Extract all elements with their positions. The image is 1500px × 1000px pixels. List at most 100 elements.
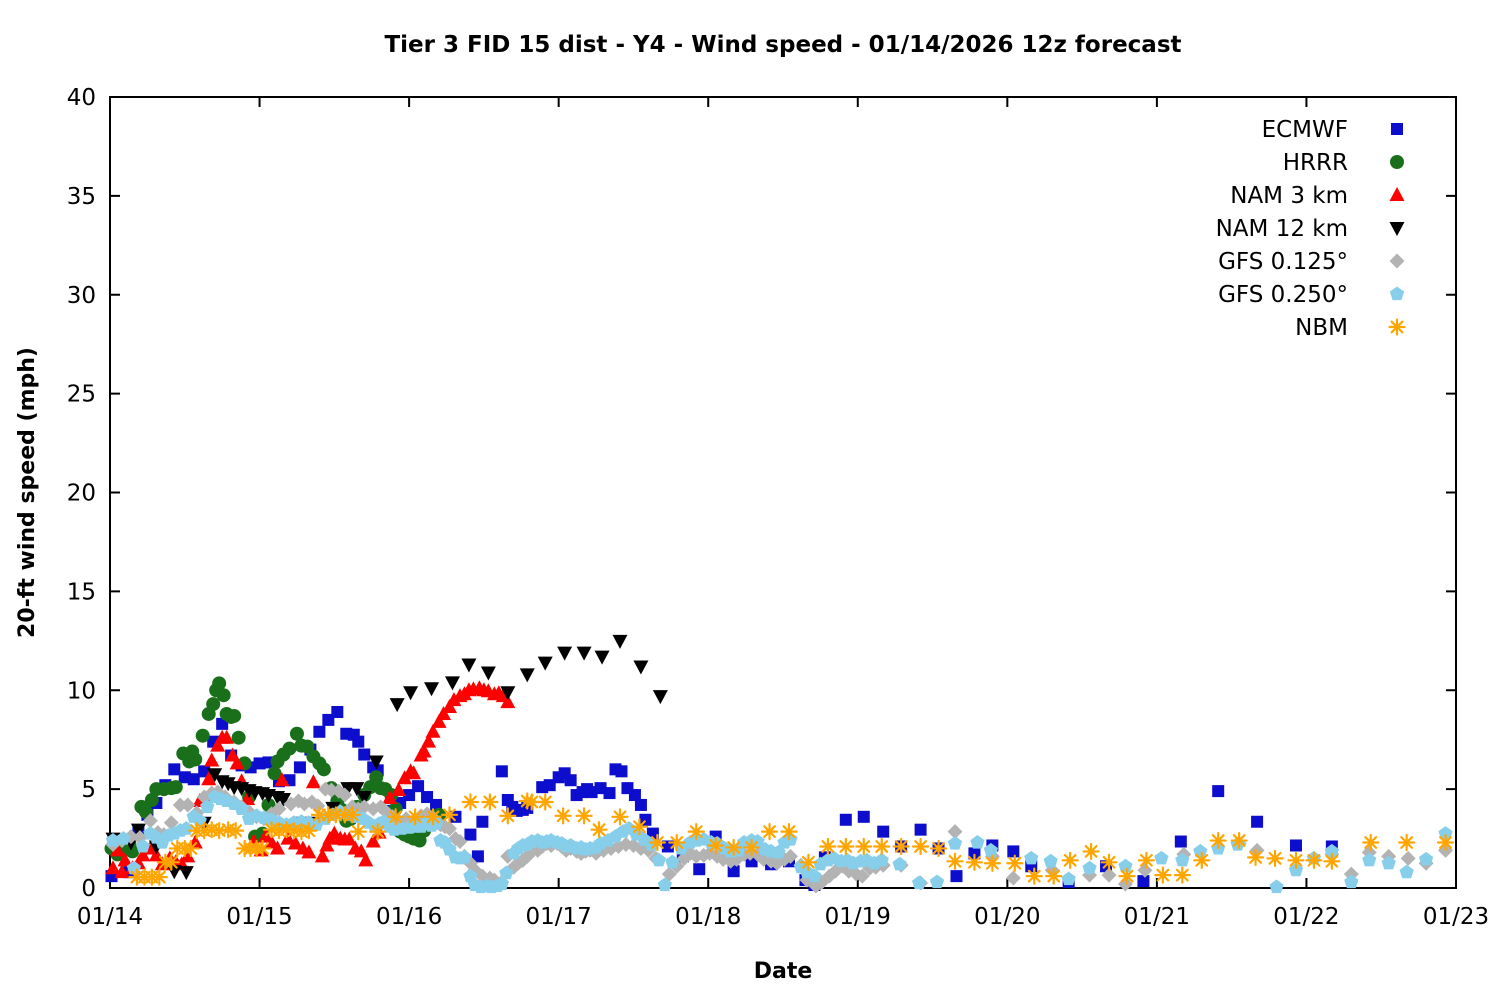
data-point-marker: [220, 777, 236, 792]
data-point-marker: [240, 791, 256, 806]
data-point-marker: [837, 837, 855, 856]
data-point-marker: [316, 762, 331, 777]
data-point-marker: [1362, 852, 1377, 867]
y-axis-label: 20-ft wind speed (mph): [15, 347, 40, 638]
data-point-marker: [557, 646, 573, 661]
data-point-marker: [352, 735, 365, 748]
data-point-marker: [1230, 831, 1248, 850]
data-point-marker: [1251, 815, 1264, 828]
data-point-marker: [144, 793, 159, 808]
data-point-marker: [537, 656, 553, 671]
data-point-marker: [914, 823, 927, 836]
data-point-marker: [661, 866, 677, 882]
data-point-marker: [612, 634, 628, 649]
data-point-marker: [452, 834, 468, 850]
x-tick-label: 01/17: [526, 904, 592, 930]
data-point-marker: [216, 717, 229, 730]
data-point-marker: [536, 793, 554, 811]
data-point-marker: [480, 666, 496, 681]
data-point-marker: [1137, 875, 1150, 888]
legend-item-nam-3-km: NAM 3 km: [1230, 183, 1405, 209]
data-point-marker: [188, 752, 203, 767]
data-point-marker: [499, 865, 514, 880]
data-point-marker: [929, 839, 948, 858]
data-point-marker: [873, 837, 891, 856]
data-point-marker: [494, 876, 509, 891]
data-point-marker: [301, 844, 317, 859]
data-point-marker: [461, 658, 477, 673]
data-point-marker: [187, 773, 200, 786]
data-point-marker: [461, 793, 480, 811]
data-point-marker: [782, 848, 798, 864]
data-point-marker: [178, 866, 194, 881]
data-point-marker: [142, 813, 158, 829]
data-point-marker: [594, 650, 610, 665]
legend-label: HRRR: [1283, 150, 1348, 176]
data-point-marker: [630, 818, 649, 836]
data-point-marker: [950, 870, 963, 883]
data-point-marker: [253, 839, 272, 858]
data-point-marker: [1436, 833, 1455, 852]
data-point-marker: [1193, 851, 1211, 869]
data-point-marker: [807, 868, 822, 883]
data-point-marker: [150, 868, 168, 886]
data-point-marker: [229, 755, 245, 770]
data-point-marker: [1118, 858, 1133, 873]
legend-label: NAM 12 km: [1216, 216, 1348, 242]
data-point-marker: [206, 697, 221, 712]
data-point-marker: [707, 836, 725, 855]
x-tick-label: 01/23: [1423, 904, 1489, 930]
data-point-marker: [983, 842, 999, 857]
data-point-marker: [1082, 842, 1100, 861]
data-point-marker: [965, 853, 984, 871]
data-point-marker: [210, 737, 226, 752]
data-point-marker: [444, 676, 460, 691]
data-point-marker: [219, 729, 235, 744]
data-point-marker: [742, 838, 761, 857]
data-point-marker: [1400, 850, 1416, 866]
data-point-marker: [857, 810, 870, 823]
x-tick-label: 01/22: [1273, 904, 1339, 930]
y-tick-label: 5: [81, 777, 96, 803]
data-point-marker: [327, 806, 345, 824]
data-point-marker: [839, 813, 852, 826]
data-point-marker: [1154, 850, 1169, 865]
data-point-marker: [1174, 835, 1187, 848]
data-point-marker: [476, 815, 489, 828]
data-point-marker: [313, 725, 326, 738]
data-point-marker: [1246, 848, 1265, 866]
data-point-marker: [105, 860, 121, 875]
data-point-marker: [1101, 867, 1117, 883]
data-point-marker: [387, 808, 405, 826]
legend-label: GFS 0.250°: [1218, 282, 1348, 308]
data-point-marker: [412, 780, 425, 793]
data-point-marker: [1389, 286, 1405, 301]
data-point-marker: [421, 733, 437, 748]
data-point-marker: [227, 822, 245, 840]
data-point-marker: [1389, 187, 1405, 201]
data-point-marker: [651, 852, 667, 867]
data-point-marker: [389, 698, 405, 713]
data-point-marker: [130, 823, 146, 838]
data-point-marker: [1006, 854, 1024, 872]
data-point-marker: [799, 853, 818, 871]
data-point-marker: [282, 741, 297, 756]
data-point-marker: [1209, 831, 1227, 850]
data-point-marker: [877, 825, 890, 838]
data-point-marker: [665, 854, 680, 869]
data-point-marker: [576, 646, 592, 661]
axis-ticks: 01/14 01/15 01/16 01/17 01/18 01/19 01/20 01/21…: [67, 85, 1489, 930]
data-point-marker: [615, 765, 628, 778]
data-point-marker: [1418, 851, 1434, 866]
data-point-marker: [471, 850, 484, 863]
data-point-marker: [519, 668, 535, 683]
data-point-marker: [855, 837, 873, 856]
data-point-marker: [1025, 867, 1043, 885]
data-point-marker: [1390, 155, 1404, 169]
data-point-marker: [341, 831, 357, 846]
data-point-marker: [425, 723, 441, 738]
data-point-marker: [1024, 850, 1039, 865]
data-point-marker: [1100, 853, 1118, 871]
